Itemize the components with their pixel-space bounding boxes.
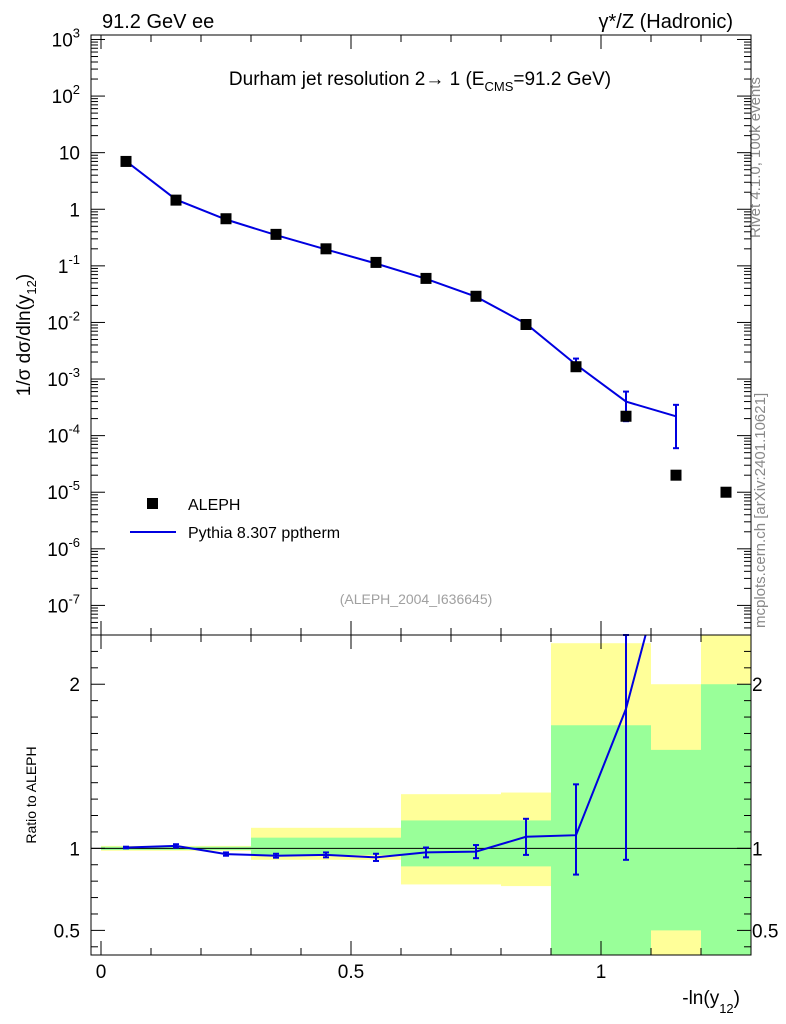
process-label: γ*/Z (Hadronic) <box>599 11 733 33</box>
ratio-bands <box>91 635 751 955</box>
ytick-exponent: -6 <box>68 535 80 550</box>
ytick-exponent: 3 <box>73 25 80 40</box>
data-point <box>320 243 332 255</box>
data-point <box>720 486 732 498</box>
main-ytick-label: 10-2 <box>47 308 80 334</box>
xlabel-subscript: 12 <box>719 1001 733 1016</box>
data-point <box>420 272 432 284</box>
ytick-exponent: -5 <box>68 478 80 493</box>
data-point <box>570 361 582 373</box>
ytick-base: 10 <box>47 313 68 334</box>
ratio-band-green <box>251 837 301 855</box>
data-point <box>470 290 482 302</box>
xlabel: -ln(y12) <box>682 988 740 1016</box>
main-ytick-label: 103 <box>52 25 80 51</box>
xlabel-part-1: -ln(y <box>682 988 719 1009</box>
title-part-3: =91.2 GeV) <box>513 69 611 90</box>
title-part-1: Durham jet resolution 2 <box>229 69 425 90</box>
ratio-line <box>125 634 647 859</box>
main-frame <box>90 34 752 636</box>
data-point <box>220 213 232 225</box>
main-ytick-label: 10-3 <box>47 365 80 391</box>
legend: ALEPH Pythia 8.307 pptherm <box>130 497 340 542</box>
ratio-frame <box>90 634 752 956</box>
main-series <box>120 155 732 498</box>
ytick-base: 1 <box>58 257 69 278</box>
xtick-label: 0.5 <box>338 962 364 983</box>
main-ytick-label: 102 <box>52 82 80 108</box>
ratio-ytick-label-right: 1 <box>752 839 763 860</box>
ytick-base: 10 <box>52 87 73 108</box>
data-point <box>670 469 682 481</box>
main-ytick-label: 10-5 <box>47 478 80 504</box>
main-ytick-label: 10-6 <box>47 535 80 561</box>
legend-aleph-marker <box>147 498 158 509</box>
ylabel-part-1: 1/σ dσ/dln(y <box>14 294 35 396</box>
ytick-base: 10 <box>47 540 68 561</box>
ytick-exponent: -4 <box>68 422 80 437</box>
ytick-exponent: 2 <box>73 82 80 97</box>
ratio-ytick-label: 1 <box>69 839 80 860</box>
process-rest: */Z (Hadronic) <box>609 11 733 33</box>
ytick-base: 10 <box>47 370 68 391</box>
ratio-ytick-label-right: 0.5 <box>752 921 778 942</box>
data-point <box>620 410 632 422</box>
ytick-base: 10 <box>47 483 68 504</box>
ratio-ytick-label: 2 <box>69 675 80 696</box>
ytick-exponent: -3 <box>68 365 80 380</box>
energy-label: 91.2 GeV ee <box>102 11 214 33</box>
xtick-label: 1 <box>596 962 607 983</box>
ratio-ylabel: Ratio to ALEPH <box>23 746 39 843</box>
main-ytick-label: 1-1 <box>58 252 80 278</box>
ratio-band-green <box>451 820 501 867</box>
ytick-exponent: -1 <box>68 252 80 267</box>
ratio-band-green <box>701 684 751 955</box>
main-ytick-label: 10-4 <box>47 422 80 448</box>
ratio-band-green <box>651 749 701 931</box>
main-ylabel: 1/σ dσ/dln(y12) <box>14 274 39 396</box>
main-ytick-label: 1 <box>69 200 80 221</box>
site-label: mcplots.cern.ch [arXiv:2401.10621] <box>752 393 769 628</box>
main-ticks <box>91 35 752 636</box>
ratio-band-green <box>401 820 451 867</box>
legend-pythia-label: Pythia 8.307 pptherm <box>188 525 340 542</box>
ratio-panel: 0.5 0.5 1 1 2 2 0 0.5 1 <box>54 634 778 983</box>
data-point <box>270 228 282 240</box>
xtick-label: 0 <box>96 962 107 983</box>
data-point <box>120 155 132 167</box>
data-point <box>370 256 382 268</box>
process-gamma: γ <box>599 11 609 33</box>
ratio-band-green <box>301 837 351 855</box>
title-subscript: CMS <box>484 79 513 94</box>
chart-title: Durham jet resolution 2→ 1 (ECMS=91.2 Ge… <box>229 69 611 94</box>
main-ytick-label: 10-7 <box>47 591 80 617</box>
ytick-exponent: -2 <box>68 308 80 323</box>
legend-aleph-label: ALEPH <box>188 497 240 514</box>
title-part-2: 1 (E <box>444 69 484 90</box>
ylabel-subscript: 12 <box>24 280 39 294</box>
title-arrow: → <box>425 69 444 90</box>
ratio-ytick-label: 0.5 <box>54 921 80 942</box>
main-ytick-label: 10 <box>59 144 80 165</box>
ratio-ticks: 0.5 0.5 1 1 2 2 0 0.5 1 <box>54 634 778 983</box>
ratio-series <box>123 634 647 876</box>
analysis-watermark: (ALEPH_2004_I636645) <box>340 591 493 607</box>
data-point <box>170 194 182 206</box>
ytick-base: 10 <box>52 30 73 51</box>
ratio-ytick-label-right: 2 <box>752 675 763 696</box>
data-point <box>520 318 532 330</box>
ytick-base: 10 <box>47 427 68 448</box>
ratio-band-green <box>351 837 401 855</box>
ytick-exponent: -7 <box>68 591 80 606</box>
xlabel-part-2: ) <box>734 988 740 1009</box>
mc-line <box>125 160 677 418</box>
ylabel-part-2: ) <box>14 274 35 280</box>
ytick-base: 10 <box>47 596 68 617</box>
